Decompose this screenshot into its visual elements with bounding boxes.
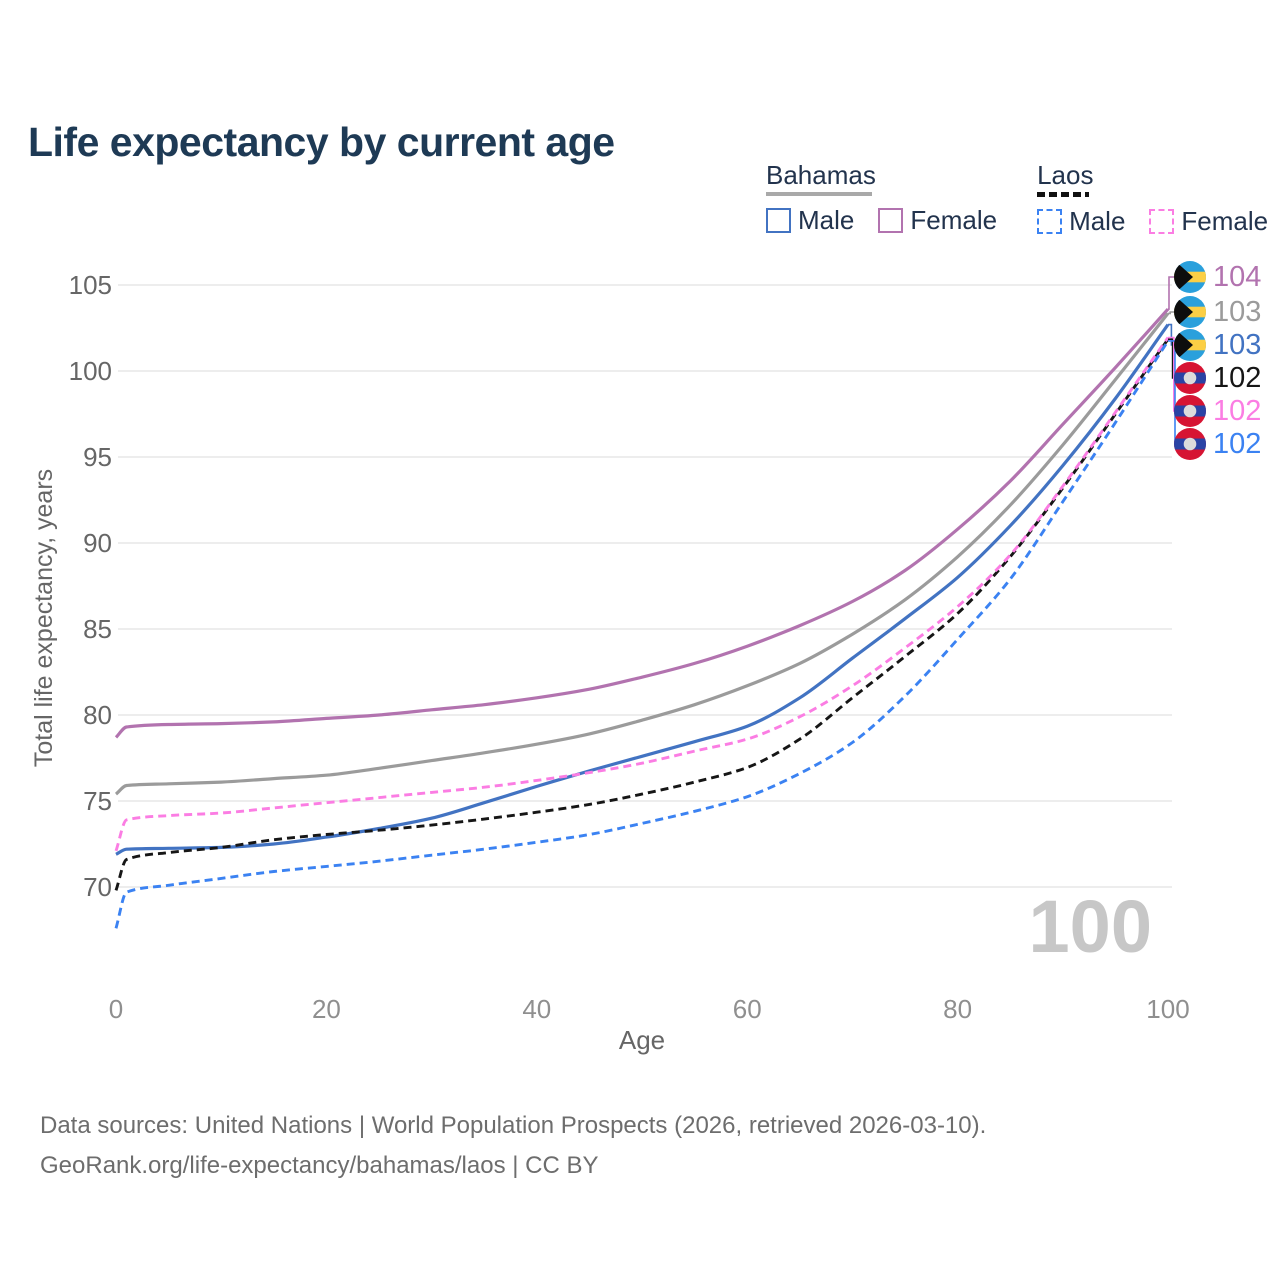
end-label-connector <box>1168 276 1175 310</box>
laos-flag-icon <box>1174 362 1206 394</box>
x-tick-label: 80 <box>943 994 972 1024</box>
x-tick-label: 20 <box>312 994 341 1024</box>
age-watermark: 100 <box>1029 885 1152 968</box>
y-tick-label: 70 <box>83 872 112 902</box>
laos-female-swatch <box>1149 209 1175 234</box>
bahamas-female-swatch <box>878 208 904 233</box>
legend-group-laos: Laos Male Female <box>1037 162 1268 237</box>
series-line-bahamas_female[interactable] <box>114 308 1170 739</box>
chart-title: Life expectancy by current age <box>28 119 615 166</box>
laos-flag-icon <box>1174 395 1206 427</box>
y-tick-label: 80 <box>83 700 112 730</box>
x-tick-label: 60 <box>733 994 762 1024</box>
x-axis-title: Age <box>619 1025 665 1055</box>
data-sources-line: Data sources: United Nations | World Pop… <box>40 1112 987 1139</box>
legend-group-bahamas: Bahamas Male Female <box>766 162 997 237</box>
end-value-label: 103 <box>1213 296 1262 328</box>
bahamas-flag-icon <box>1174 296 1206 328</box>
end-value-label: 102 <box>1213 362 1262 394</box>
end-label-row[interactable]: 103 <box>1174 296 1261 328</box>
attribution-line: GeoRank.org/life-expectancy/bahamas/laos… <box>40 1152 599 1179</box>
y-tick-label: 75 <box>83 786 112 816</box>
legend-item-laos-male[interactable]: Male <box>1037 206 1125 237</box>
series-line-laos_female[interactable] <box>114 336 1170 852</box>
laos-line-style-indicator <box>1037 192 1090 197</box>
legend-item-bahamas-male[interactable]: Male <box>766 205 854 236</box>
legend-item-label: Male <box>1069 206 1126 236</box>
end-value-label: 102 <box>1213 428 1262 460</box>
series-line-bahamas_male[interactable] <box>115 323 1170 856</box>
legend: Bahamas Male Female Laos Male Female <box>766 162 1268 237</box>
y-tick-label: 90 <box>83 528 112 558</box>
laos-male-swatch <box>1037 209 1063 234</box>
end-value-label: 104 <box>1213 261 1262 293</box>
end-value-label: 102 <box>1213 395 1262 427</box>
legend-group-title-laos[interactable]: Laos <box>1037 160 1094 190</box>
legend-item-laos-female[interactable]: Female <box>1149 206 1268 237</box>
series-line-bahamas_both[interactable] <box>114 312 1170 796</box>
y-tick-label: 85 <box>83 614 112 644</box>
end-label-row[interactable]: 102 <box>1174 428 1261 460</box>
series-line-laos_male[interactable] <box>114 340 1170 929</box>
end-label-row[interactable]: 103 <box>1174 329 1261 361</box>
legend-item-label: Female <box>1181 206 1269 236</box>
x-tick-label: 100 <box>1146 994 1189 1024</box>
end-value-label: 103 <box>1213 329 1262 361</box>
bahamas-line-style-indicator <box>766 192 872 196</box>
legend-group-title-bahamas[interactable]: Bahamas <box>766 160 876 190</box>
x-tick-label: 40 <box>522 994 551 1024</box>
y-tick-label: 100 <box>69 356 112 386</box>
bahamas-flag-icon <box>1174 329 1206 361</box>
y-tick-label: 95 <box>83 442 112 472</box>
y-axis-title: Total life expectancy, years <box>30 469 58 767</box>
end-label-row[interactable]: 104 <box>1174 261 1261 293</box>
bahamas-male-swatch <box>766 208 791 233</box>
legend-item-label: Male <box>798 205 855 235</box>
bahamas-flag-icon <box>1174 261 1206 293</box>
legend-item-label: Female <box>910 205 998 235</box>
end-label-row[interactable]: 102 <box>1174 395 1261 427</box>
y-tick-label: 105 <box>69 270 112 300</box>
laos-flag-icon <box>1174 428 1206 460</box>
footer: Data sources: United Nations | World Pop… <box>40 1106 986 1186</box>
end-label-row[interactable]: 102 <box>1174 362 1261 394</box>
x-tick-label: 0 <box>109 994 123 1024</box>
series-line-laos_both[interactable] <box>114 338 1170 891</box>
end-label-connector <box>1168 311 1175 315</box>
legend-item-bahamas-female[interactable]: Female <box>878 205 997 236</box>
